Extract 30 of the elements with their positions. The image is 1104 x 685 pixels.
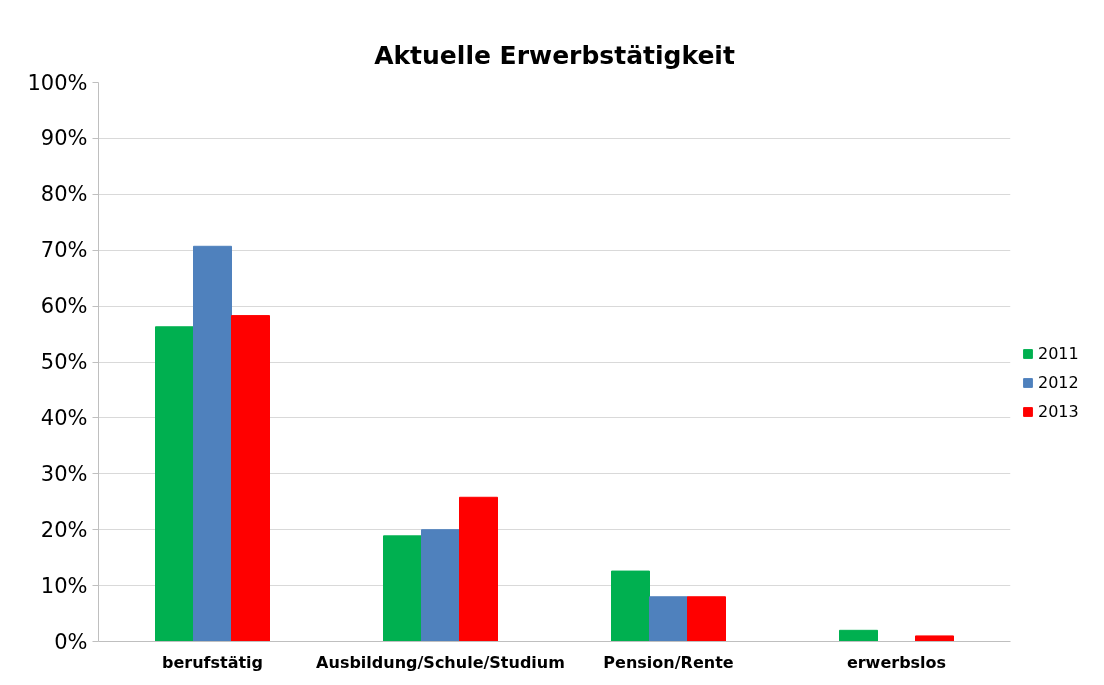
bar xyxy=(915,635,954,642)
y-tick-label: 90% xyxy=(40,126,88,151)
bar xyxy=(383,535,422,642)
legend-label: 2012 xyxy=(1038,373,1079,392)
bar xyxy=(687,596,726,642)
bar xyxy=(459,496,498,642)
y-tick-label: 20% xyxy=(40,517,88,542)
chart-title: Aktuelle Erwerbstätigkeit xyxy=(374,40,735,70)
legend-label: 2013 xyxy=(1038,402,1079,421)
x-tick-label: Pension/Rente xyxy=(603,652,734,672)
bar xyxy=(421,529,460,642)
bar xyxy=(649,596,688,642)
y-tick-label: 50% xyxy=(40,350,88,374)
bar xyxy=(155,326,194,642)
bar xyxy=(193,245,232,642)
y-tick-label: 80% xyxy=(40,182,88,207)
y-tick-label: 100% xyxy=(27,70,88,95)
x-tick-label: berufstätig xyxy=(161,652,264,672)
bar xyxy=(231,315,270,642)
y-tick-label: 10% xyxy=(40,573,88,598)
legend-label: 2011 xyxy=(1038,344,1079,363)
x-tick-label: erwerbslos xyxy=(846,652,947,672)
x-tick-label: Ausbildung/Schule/Studium xyxy=(316,652,565,672)
y-tick-label: 40% xyxy=(40,405,88,430)
y-tick-label: 0% xyxy=(54,629,88,654)
y-tick-label: 70% xyxy=(40,238,88,263)
bar xyxy=(611,570,650,642)
bar xyxy=(839,629,878,642)
y-tick-label: 30% xyxy=(40,461,88,486)
y-tick-label: 60% xyxy=(40,294,88,319)
